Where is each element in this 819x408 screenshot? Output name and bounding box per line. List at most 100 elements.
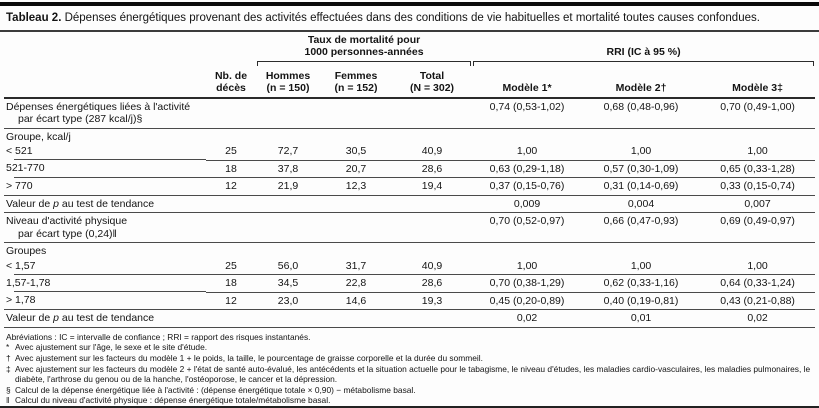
footnote-text: Calcul de la dépense énergétique liée à …	[15, 384, 416, 395]
cell-rri: 0,69 (0,49-0,97)	[700, 212, 816, 244]
row-label: Niveau d'activité physique par écart typ…	[4, 212, 206, 244]
row-label: 1,57-1,78	[4, 274, 206, 293]
cell-empty	[320, 309, 392, 328]
row-label-line2: par écart type (0,24)‖	[18, 227, 117, 240]
footnote-model1: * Avec ajustement sur l'âge, le sexe et …	[6, 342, 813, 353]
cell-rri: 0,57 (0,30-1,09)	[582, 160, 701, 179]
cell-rri: 1,00	[700, 257, 816, 276]
col-header-modele1: Modèle 1*	[472, 67, 583, 99]
header-spanner-mortality: Taux de mortalité pour 1000 personnes-an…	[256, 32, 472, 68]
row-label: Dépenses énergétiques liées à l'activité…	[4, 97, 206, 129]
cell-rri: 1,00	[700, 143, 816, 161]
cell-pvalue: 0,02	[472, 309, 583, 328]
cell-empty	[206, 212, 256, 244]
cell-total: 19,4	[392, 177, 473, 196]
cell-empty	[320, 97, 392, 129]
cell-total: 28,6	[392, 274, 473, 293]
row-label: < 521	[4, 143, 206, 161]
row-nap-157-178: 1,57-1,78 18 34,5 22,8 28,6 0,70 (0,38-1…	[4, 274, 816, 293]
cell-empty	[392, 97, 473, 129]
row-label: Valeur de p au test de tendance	[4, 195, 206, 214]
cell-rri: 0,66 (0,47-0,93)	[582, 212, 701, 244]
row-depenses-energetiques: Dépenses énergétiques liées à l'activité…	[4, 97, 816, 129]
footnote-niveau-calc: ‖ Calcul du niveau d'activité physique :…	[6, 395, 813, 406]
cell-pvalue: 0,01	[582, 309, 701, 328]
cell-hommes: 56,0	[256, 257, 320, 276]
group-header-label: Groupes	[6, 245, 47, 258]
footnote-model3: ‡ Avec ajustement sur les facteurs du mo…	[6, 364, 813, 385]
cell-rri: 0,43 (0,21-0,88)	[700, 292, 816, 311]
table-title-label: Tableau 2.	[6, 11, 62, 24]
header-empty	[4, 32, 206, 68]
cell-empty	[320, 195, 392, 214]
row-groupes: Groupes	[4, 243, 815, 258]
col-header-total: Total (N = 302)	[392, 67, 473, 99]
row-label: Valeur de p au test de tendance	[4, 309, 206, 328]
cell-deaths: 25	[206, 257, 256, 276]
cell-rri: 0,45 (0,20-0,89)	[472, 292, 583, 311]
table-header: Taux de mortalité pour 1000 personnes-an…	[4, 32, 816, 99]
table-body: Dépenses énergétiques liées à l'activité…	[4, 97, 816, 328]
cell-rri: 0,37 (0,15-0,76)	[472, 177, 583, 196]
footnote-text: Abréviations : IC = intervalle de confia…	[6, 331, 311, 342]
cell-rri: 1,00	[472, 257, 583, 276]
cell-femmes: 30,5	[320, 143, 392, 161]
col-header-modele2: Modèle 2†	[582, 67, 701, 99]
footnote-abbreviations: Abréviations : IC = intervalle de confia…	[6, 332, 813, 343]
data-table: Taux de mortalité pour 1000 personnes-an…	[4, 32, 816, 328]
cell-rri: 0,64 (0,33-1,24)	[700, 274, 816, 293]
footnote-text: Avec ajustement sur l'âge, le sexe et le…	[15, 342, 208, 353]
cell-empty	[392, 212, 473, 244]
row-nap-gt178: > 1,78 12 23,0 14,6 19,3 0,45 (0,20-0,89…	[4, 292, 816, 311]
rri-spanner-label: RRI (IC à 95 %)	[606, 46, 681, 59]
row-kcal-lt521: < 521 25 72,7 30,5 40,9 1,00 1,00 1,00	[4, 143, 816, 161]
row-label: > 1,78	[4, 292, 206, 311]
cell-pvalue: 0,007	[700, 195, 816, 214]
cell-deaths: 18	[206, 160, 256, 179]
footnote-text: Calcul du niveau d'activité physique : d…	[15, 395, 331, 406]
cell-hommes: 37,8	[256, 160, 320, 179]
cell-empty	[256, 309, 320, 328]
cell-deaths: 25	[206, 143, 256, 161]
cell-rri: 0,68 (0,48-0,96)	[582, 97, 701, 129]
row-kcal-521-770: 521-770 18 37,8 20,7 28,6 0,63 (0,29-1,1…	[4, 160, 816, 179]
cell-rri: 0,70 (0,49-1,00)	[700, 97, 816, 129]
cell-pvalue: 0,009	[472, 195, 583, 214]
cell-total: 40,9	[392, 257, 473, 276]
cell-rri: 0,74 (0,53-1,02)	[472, 97, 583, 129]
footnote-symbol: ‡	[6, 363, 11, 374]
cell-femmes: 22,8	[320, 274, 392, 293]
cell-empty	[206, 309, 256, 328]
cell-deaths: 18	[206, 274, 256, 293]
footnote-symbol: †	[6, 352, 11, 363]
col-header-modele3: Modèle 3‡	[700, 67, 816, 99]
cell-rri: 0,62 (0,33-1,16)	[582, 274, 701, 293]
cell-deaths: 12	[206, 177, 256, 196]
row-label: 521-770	[4, 160, 206, 178]
trend-label-p: p	[53, 312, 59, 325]
cell-empty	[320, 212, 392, 244]
trend-label-pre: Valeur de	[6, 197, 54, 210]
footnotes: Abréviations : IC = intervalle de confia…	[6, 332, 813, 406]
footnote-model2: † Avec ajustement sur les facteurs du mo…	[6, 353, 813, 364]
row-label: > 770	[4, 177, 206, 196]
group-header-label: Groupe, kcal/j	[6, 130, 71, 143]
row-nap-lt157: < 1,57 25 56,0 31,7 40,9 1,00 1,00 1,00	[4, 257, 816, 276]
cell-femmes: 12,3	[320, 177, 392, 196]
footnote-text: Avec ajustement sur les facteurs du modè…	[15, 352, 483, 363]
row-p-trend-kcal: Valeur de p au test de tendance 0,009 0,…	[4, 195, 816, 214]
trend-label-post: au test de tendance	[58, 312, 155, 325]
row-p-trend-nap: Valeur de p au test de tendance 0,02 0,0…	[4, 309, 816, 328]
cell-rri: 0,65 (0,33-1,28)	[700, 160, 816, 179]
footnote-text: Avec ajustement sur les facteurs du modè…	[15, 363, 811, 385]
cell-rri: 0,33 (0,15-0,74)	[700, 177, 816, 196]
cell-rri: 0,70 (0,52-0,97)	[472, 212, 583, 244]
cell-pvalue: 0,02	[700, 309, 816, 328]
row-label-line2: par écart type (287 kcal/j)§	[18, 113, 143, 126]
trend-label-pre: Valeur de	[6, 312, 54, 325]
table-title: Tableau 2. Dépenses énergétiques provena…	[0, 6, 819, 32]
row-label-line1: Niveau d'activité physique	[6, 215, 128, 228]
footnote-depense-calc: § Calcul de la dépense énergétique liée …	[6, 385, 813, 396]
cell-femmes: 31,7	[320, 257, 392, 276]
